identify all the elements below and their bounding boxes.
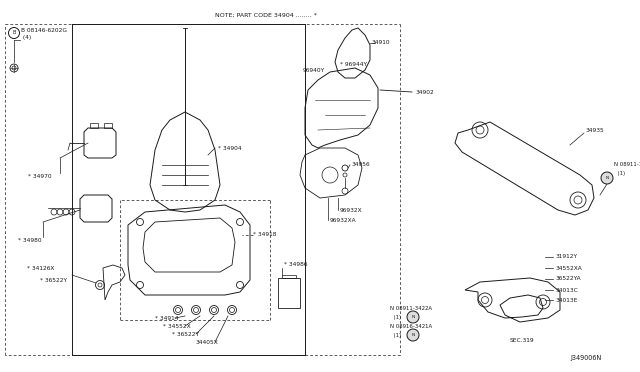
Text: * 34914: * 34914 <box>155 315 179 321</box>
Text: B: B <box>12 31 16 35</box>
Text: * 34904: * 34904 <box>218 145 242 151</box>
Text: B 08146-6202G: B 08146-6202G <box>21 28 67 32</box>
Text: 34902: 34902 <box>415 90 434 94</box>
Text: * 34918: * 34918 <box>253 232 276 237</box>
Bar <box>282 275 296 278</box>
Text: N 08911-3422A: N 08911-3422A <box>390 305 432 311</box>
Text: 96940Y: 96940Y <box>303 67 325 73</box>
Text: J349006N: J349006N <box>570 355 601 361</box>
Text: * 34986: * 34986 <box>284 263 307 267</box>
Text: * 36522Y: * 36522Y <box>172 331 199 337</box>
Bar <box>90 123 98 128</box>
Text: 96932XA: 96932XA <box>330 218 356 222</box>
Text: * 96944Y: * 96944Y <box>340 62 367 67</box>
Text: (1): (1) <box>614 171 625 176</box>
Text: 34935: 34935 <box>586 128 605 132</box>
Text: N: N <box>412 333 415 337</box>
Bar <box>104 123 112 128</box>
Text: SEC.319: SEC.319 <box>510 337 534 343</box>
Text: 34910: 34910 <box>372 41 390 45</box>
Text: NOTE; PART CODE 34904 ........ *: NOTE; PART CODE 34904 ........ * <box>215 13 317 17</box>
Text: N 08916-3421A: N 08916-3421A <box>390 324 432 330</box>
Text: 31912Y: 31912Y <box>555 254 577 260</box>
Text: 34405X: 34405X <box>195 340 218 344</box>
Text: N 08911-10BLG: N 08911-10BLG <box>614 163 640 167</box>
Text: * 34126X: * 34126X <box>27 266 54 270</box>
Text: (1): (1) <box>390 314 401 320</box>
Text: (1): (1) <box>390 334 401 339</box>
Text: 34956: 34956 <box>352 163 371 167</box>
Text: 34013E: 34013E <box>555 298 577 302</box>
Circle shape <box>407 311 419 323</box>
Bar <box>278 278 300 308</box>
Text: 34013C: 34013C <box>555 288 578 292</box>
Text: * 34970: * 34970 <box>28 173 52 179</box>
Text: 36522YA: 36522YA <box>555 276 580 282</box>
Text: * 36522Y: * 36522Y <box>40 278 67 282</box>
Text: 34552XA: 34552XA <box>555 266 582 270</box>
Text: 96932X: 96932X <box>340 208 363 212</box>
Circle shape <box>407 329 419 341</box>
Circle shape <box>601 172 613 184</box>
Text: (4): (4) <box>21 35 31 39</box>
Text: N: N <box>412 315 415 319</box>
Text: N: N <box>605 176 609 180</box>
Text: * 34552X: * 34552X <box>163 324 191 328</box>
Text: * 34980: * 34980 <box>18 237 42 243</box>
